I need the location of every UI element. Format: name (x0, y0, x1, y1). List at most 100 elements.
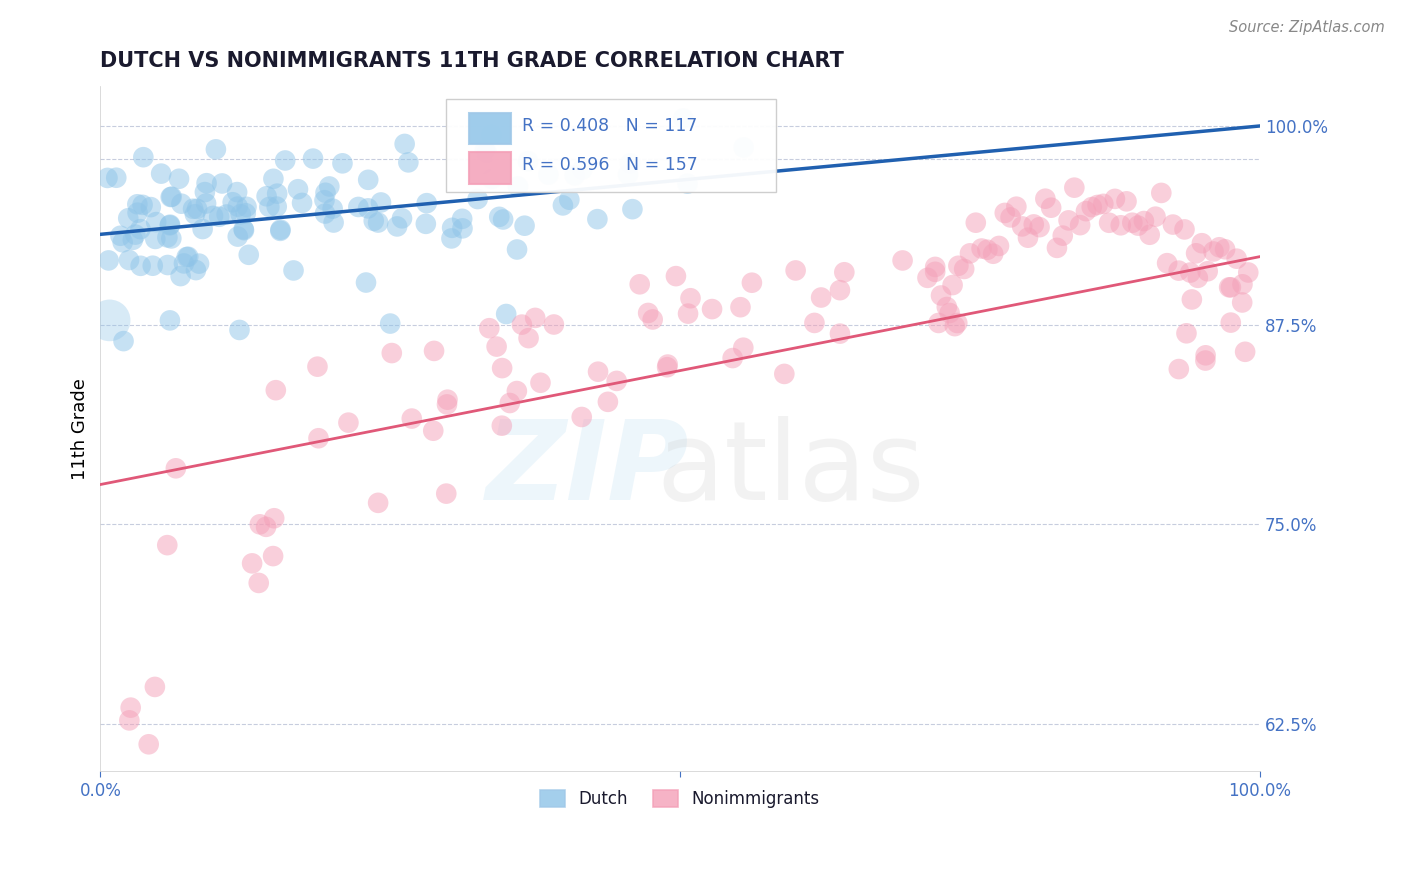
Point (287, 182, 309, 196)
Point (1219, 316, 1241, 330)
Point (679, 291, 702, 305)
Point (1121, 216, 1143, 230)
Text: Source: ZipAtlas.com: Source: ZipAtlas.com (1229, 20, 1385, 35)
Point (1156, 256, 1178, 270)
Point (138, 737, 160, 751)
Point (436, 392, 458, 407)
Point (1139, 227, 1161, 242)
Point (1092, 197, 1115, 211)
Point (159, 218, 181, 232)
Point (475, 145, 498, 160)
Point (970, 242, 993, 256)
Point (181, 202, 204, 216)
Point (367, 496, 389, 510)
Point (1144, 210, 1167, 224)
Point (129, 259, 152, 273)
Point (263, 511, 285, 525)
Point (307, 359, 329, 374)
Point (96, 170, 118, 185)
Point (238, 248, 260, 262)
Point (917, 270, 939, 285)
Text: ZIP: ZIP (485, 417, 689, 524)
Text: R = 0.596   N = 157: R = 0.596 N = 157 (523, 156, 699, 174)
Point (481, 128, 503, 142)
Point (935, 300, 957, 314)
Point (308, 431, 330, 445)
Point (1028, 220, 1050, 235)
Point (481, 171, 503, 186)
Point (571, 409, 593, 424)
Point (121, 233, 143, 247)
Point (160, 190, 183, 204)
Point (1080, 200, 1102, 214)
Point (205, 142, 228, 156)
Point (127, 205, 149, 219)
Point (232, 222, 254, 236)
Point (1230, 295, 1253, 310)
Point (665, 269, 688, 284)
Point (943, 319, 966, 334)
Point (1173, 222, 1195, 236)
Point (347, 200, 370, 214)
Point (247, 576, 270, 591)
Point (385, 219, 408, 234)
Point (314, 206, 336, 220)
Point (127, 197, 149, 211)
Point (938, 306, 960, 320)
Point (215, 207, 238, 221)
Point (165, 461, 187, 475)
Point (302, 152, 325, 166)
Point (510, 318, 533, 332)
Point (700, 301, 723, 316)
Point (721, 351, 744, 365)
Point (1126, 219, 1149, 233)
Point (143, 680, 166, 694)
Point (1040, 201, 1063, 215)
Point (1005, 200, 1028, 214)
Point (332, 156, 354, 170)
Point (117, 211, 139, 226)
Point (233, 223, 256, 237)
Point (156, 258, 179, 272)
Point (291, 195, 314, 210)
Point (441, 220, 464, 235)
Point (240, 557, 263, 571)
Point (416, 196, 439, 211)
Point (1057, 213, 1080, 227)
Point (471, 157, 494, 171)
Point (177, 250, 200, 264)
Point (354, 276, 377, 290)
Point (1022, 218, 1045, 232)
Point (976, 243, 998, 257)
Point (474, 144, 496, 158)
Point (676, 307, 699, 321)
Point (1226, 252, 1249, 266)
Point (1202, 244, 1225, 259)
Point (657, 358, 679, 372)
Text: R = 0.408   N = 117: R = 0.408 N = 117 (523, 117, 697, 135)
Point (621, 202, 644, 216)
Point (467, 192, 489, 206)
Point (1185, 246, 1208, 260)
Legend: Dutch, Nonimmigrants: Dutch, Nonimmigrants (534, 783, 827, 814)
Point (1109, 219, 1132, 233)
Point (1017, 230, 1039, 244)
Point (1175, 326, 1198, 341)
Point (785, 263, 807, 277)
Point (451, 211, 474, 226)
Text: DUTCH VS NONIMMIGRANTS 11TH GRADE CORRELATION CHART: DUTCH VS NONIMMIGRANTS 11TH GRADE CORREL… (100, 51, 844, 70)
Point (274, 153, 297, 168)
Point (184, 207, 207, 221)
Point (1074, 204, 1097, 219)
Point (176, 250, 198, 264)
Point (226, 200, 249, 214)
Point (186, 202, 208, 216)
Point (1167, 263, 1189, 277)
Y-axis label: 11th Grade: 11th Grade (72, 378, 89, 480)
Point (733, 341, 755, 355)
Point (170, 196, 193, 211)
Point (1208, 240, 1230, 254)
Point (637, 306, 659, 320)
Point (401, 411, 423, 425)
Point (1161, 218, 1184, 232)
